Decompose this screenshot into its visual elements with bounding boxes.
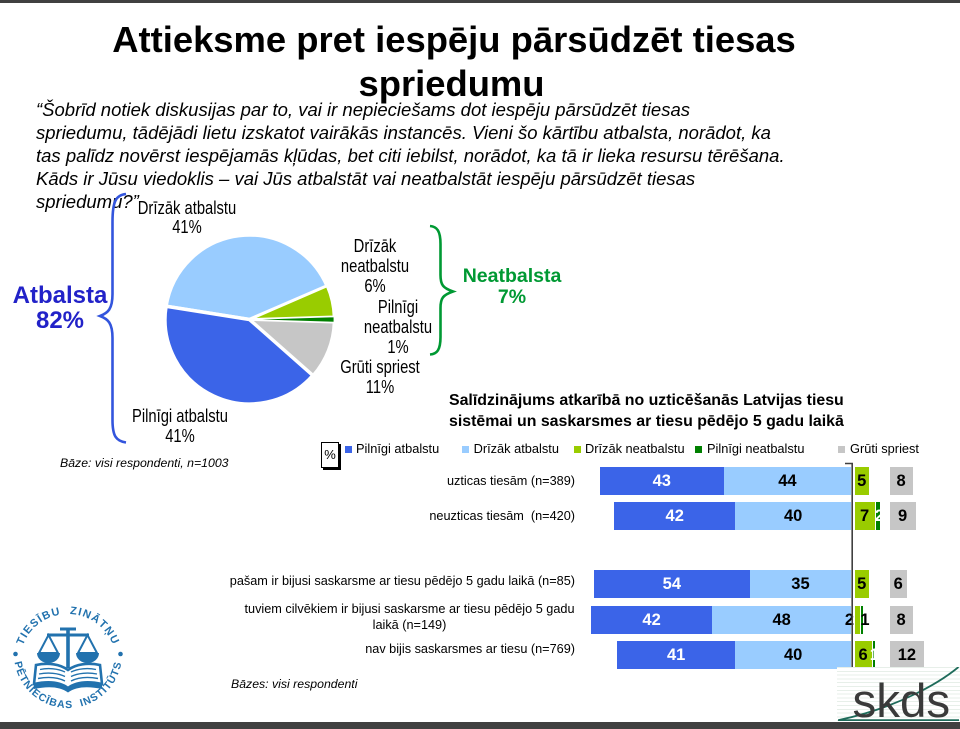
svg-text:skds: skds [853,675,951,721]
